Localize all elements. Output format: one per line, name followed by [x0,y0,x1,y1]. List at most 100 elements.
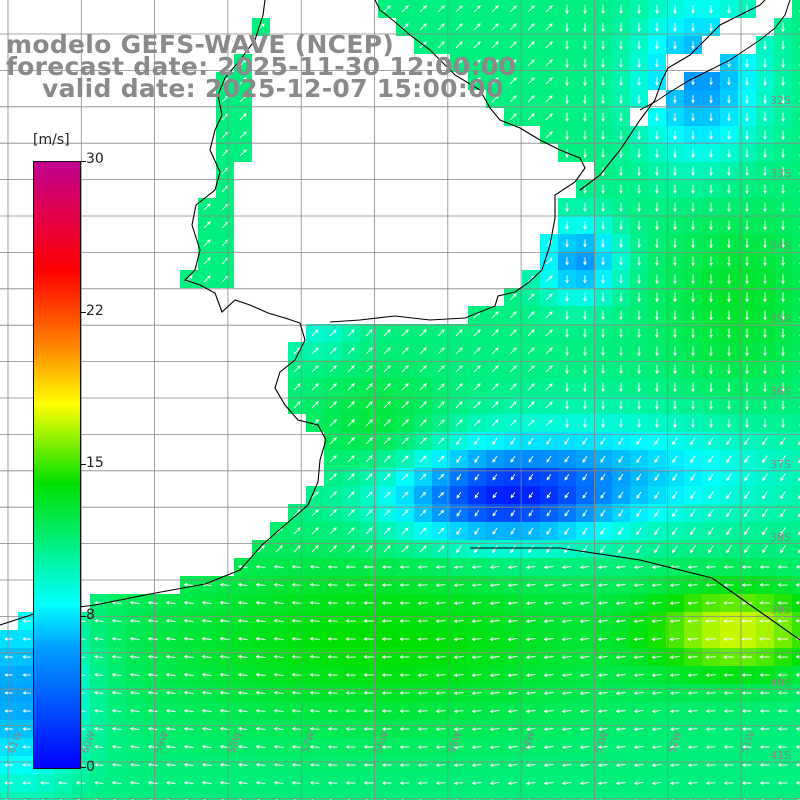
wind-arrow [471,691,482,696]
wind-arrow [489,673,500,678]
wind-arrow [417,673,428,677]
wind-arrow [687,781,698,785]
wind-arrow [329,419,337,427]
wind-arrow [527,329,535,337]
wind-arrow [727,220,731,231]
wind-arrow [437,329,445,337]
wind-arrow [759,655,770,659]
wind-arrow [777,727,788,731]
wind-arrow [726,473,732,482]
wind-arrow [401,509,409,517]
wind-arrow [673,310,677,321]
wind-arrow [655,4,659,15]
wind-arrow [727,346,731,357]
wind-arrow [345,727,356,731]
wind-arrow [565,257,569,266]
wind-arrow [509,95,517,103]
wind-arrow [763,130,767,141]
colorbar-tick-22: 22 [86,303,104,319]
wind-arrow [619,310,623,321]
wind-arrow [183,744,194,749]
wind-arrow [673,113,677,122]
wind-arrow [763,112,767,123]
wind-arrow [203,257,211,265]
wind-arrow [798,513,800,518]
wind-arrow [545,329,553,337]
wind-arrow [291,672,302,677]
wind-arrow [615,673,626,678]
wind-arrow [419,347,427,355]
wind-arrow [543,655,554,660]
wind-arrow [129,744,140,749]
wind-arrow [762,455,768,464]
wind-arrow [129,690,140,695]
wind-arrow [492,437,498,446]
wind-arrow [691,364,695,375]
wind-arrow [365,509,373,517]
colorbar-tick-mark [80,161,86,162]
wind-arrow [636,527,642,536]
wind-arrow [239,113,247,121]
wind-arrow [165,762,176,767]
speed-cell [792,54,800,72]
wind-arrow [329,527,337,535]
wind-arrow [489,745,500,750]
wind-arrow [781,112,785,123]
wind-arrow [347,527,355,535]
wind-arrow [492,527,498,535]
wind-arrow [561,745,572,750]
wind-arrow [455,419,463,427]
wind-arrow [691,95,695,104]
wind-arrow [291,780,302,785]
wind-arrow [745,400,749,411]
wind-arrow [491,95,499,103]
wind-arrow [709,77,713,86]
wind-arrow [545,5,553,13]
wind-arrow [637,418,641,429]
wind-arrow [345,745,356,749]
wind-arrow [399,727,410,731]
wind-arrow [507,619,518,624]
speed-cell [162,792,180,800]
wind-arrow [619,184,623,195]
wind-arrow [239,59,247,67]
wind-arrow [363,655,374,659]
wind-arrow [655,113,659,122]
wind-arrow [183,672,194,677]
wind-arrow [22,709,31,713]
wind-arrow [492,455,498,463]
wind-arrow [363,565,374,569]
wind-arrow [669,727,680,732]
wind-arrow [4,763,13,767]
wind-arrow [601,364,605,375]
wind-arrow [273,654,284,659]
wind-arrow [491,347,499,355]
wind-arrow [363,601,374,605]
wind-arrow [474,527,480,535]
wind-arrow [311,509,319,517]
wind-arrow [777,583,788,587]
wind-arrow [399,583,410,587]
wind-arrow [291,654,302,659]
wind-arrow [655,41,659,50]
wind-arrow [741,655,752,659]
wind-arrow [762,527,768,536]
wind-arrow [780,527,786,536]
wind-arrow [509,329,517,337]
wind-arrow [273,708,284,713]
wind-arrow [633,583,644,588]
wind-arrow [597,709,608,714]
wind-arrow [673,41,677,50]
wind-arrow [417,601,428,605]
wind-arrow [636,545,642,554]
wind-arrow [347,545,355,553]
wind-arrow [619,76,623,87]
wind-arrow [4,673,13,677]
wind-arrow [726,509,732,518]
wind-arrow [147,600,158,605]
wind-arrow [435,709,446,714]
wind-arrow [455,41,463,49]
wind-arrow [489,565,500,570]
wind-arrow [419,329,427,337]
wind-arrow [365,527,373,535]
